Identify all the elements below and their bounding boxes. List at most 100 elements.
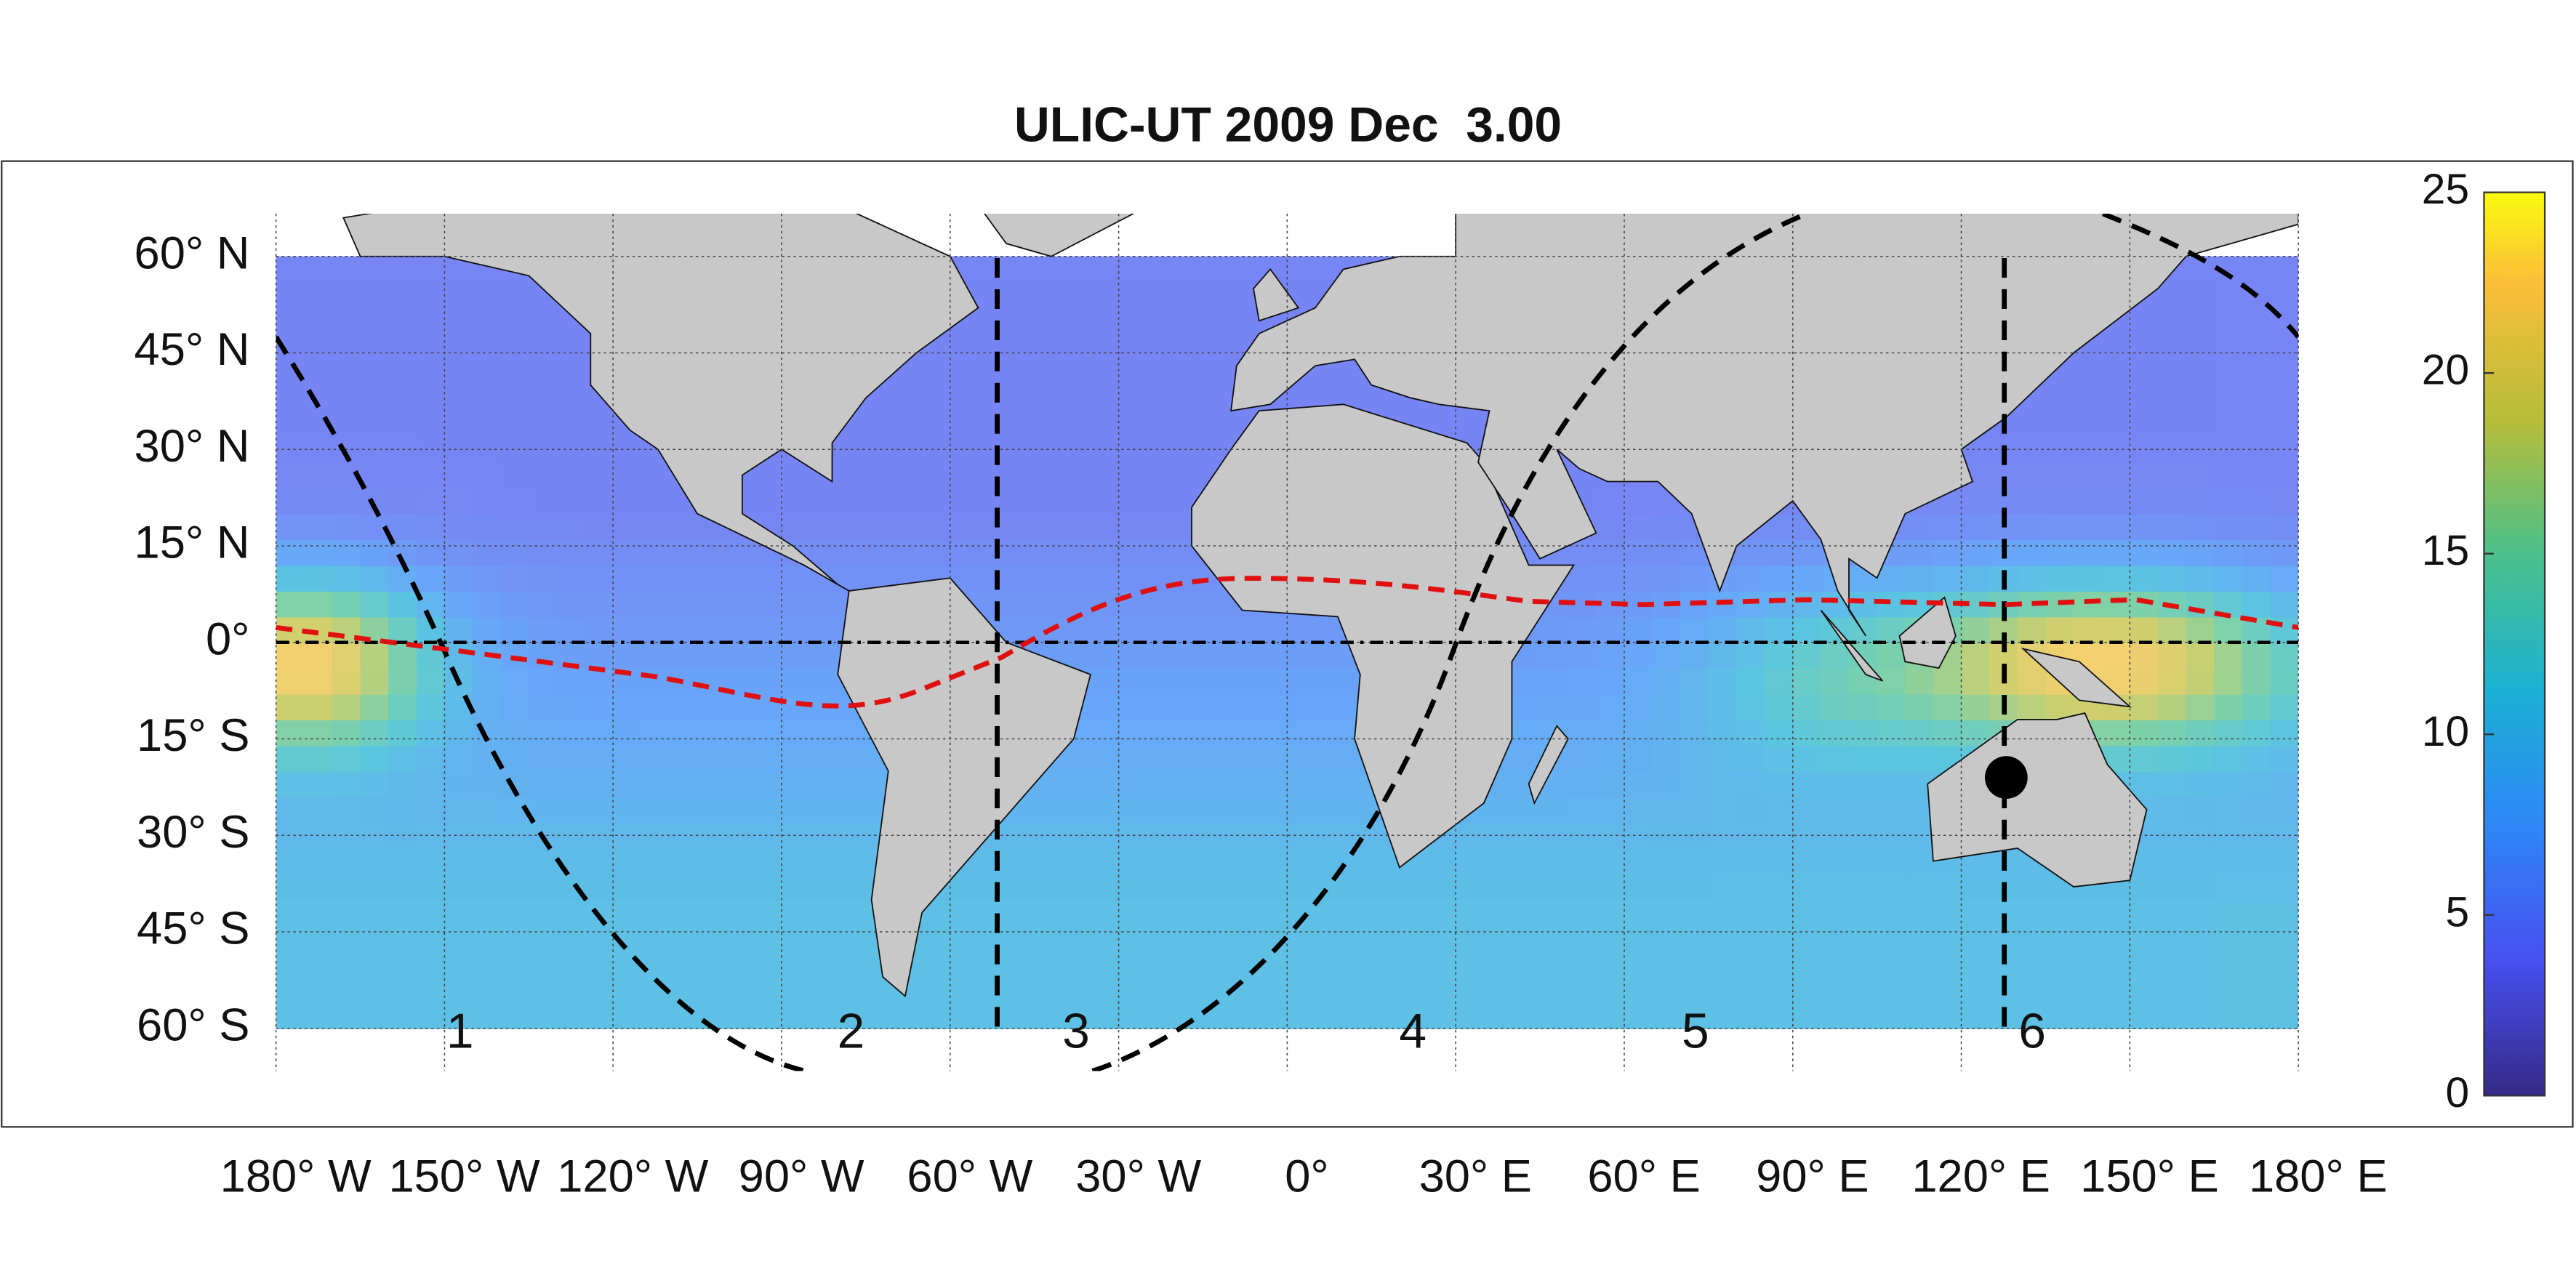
ocean-cell [2130, 1002, 2159, 1029]
ocean-cell [1652, 642, 1682, 669]
ocean-cell [1456, 411, 1485, 438]
ocean-cell [978, 462, 1008, 489]
ocean-cell [2101, 899, 2131, 927]
ocean-cell [529, 976, 558, 1004]
landmass [1230, 213, 2299, 637]
ocean-cell [1905, 976, 1935, 1004]
ocean-cell [473, 282, 502, 309]
ocean-cell [2214, 333, 2244, 361]
ocean-cell [1006, 925, 1035, 952]
ocean-cell [276, 539, 305, 566]
ocean-cell [1933, 668, 1962, 695]
ocean-cell [697, 925, 726, 952]
ocean-cell [922, 925, 951, 952]
ocean-cell [500, 333, 530, 361]
ocean-cell [1596, 565, 1626, 592]
ocean-cell [1174, 976, 1204, 1004]
ocean-cell [388, 513, 417, 541]
ocean-cell [1343, 848, 1373, 875]
ocean-cell [1933, 899, 1962, 927]
ocean-cell [332, 848, 361, 875]
ocean-cell [1118, 462, 1148, 489]
ocean-cell [753, 770, 783, 798]
ocean-cell [1399, 874, 1429, 901]
ocean-cell [1118, 282, 1148, 309]
ocean-cell [473, 1002, 502, 1029]
ocean-cell [809, 488, 839, 515]
ocean-cell [556, 411, 586, 438]
ocean-cell [388, 1002, 417, 1029]
ocean-cell [1203, 616, 1232, 643]
ocean-cell [2186, 668, 2215, 695]
ocean-cell [304, 565, 334, 592]
ocean-cell [669, 642, 699, 669]
ocean-cell [1371, 951, 1401, 978]
ocean-cell [2242, 925, 2271, 952]
ocean-cell [1680, 693, 1709, 721]
ocean-cell [697, 976, 726, 1004]
ocean-cell [1483, 976, 1513, 1004]
ocean-cell [360, 256, 390, 283]
ocean-cell [2214, 488, 2244, 515]
ocean-cell [1147, 976, 1176, 1004]
ocean-cell [2270, 616, 2299, 643]
ocean-cell [2157, 642, 2187, 669]
ocean-cell [2186, 874, 2215, 901]
ocean-cell [641, 693, 670, 721]
ocean-cell [2017, 693, 2047, 721]
ocean-cell [1090, 333, 1120, 361]
colorbar-tick-label: 0 [2445, 1069, 2469, 1116]
ocean-cell [500, 282, 530, 309]
ocean-cell [1596, 874, 1626, 901]
ocean-cell [360, 848, 390, 875]
ocean-cell [1792, 848, 1822, 875]
ocean-cell [1933, 719, 1962, 746]
ocean-cell [1147, 770, 1176, 798]
ocean-cell [2045, 462, 2075, 489]
ocean-cell [1034, 513, 1064, 541]
ocean-cell [1118, 385, 1148, 412]
ocean-cell [1736, 745, 1766, 772]
ocean-cell [1483, 925, 1513, 952]
ocean-cell [922, 488, 951, 515]
ocean-cell [753, 488, 783, 515]
ocean-cell [809, 951, 839, 978]
landmass [984, 213, 1135, 257]
ocean-cell [978, 565, 1008, 592]
ocean-cell [332, 359, 361, 386]
ocean-cell [1174, 797, 1204, 824]
ocean-cell [725, 745, 755, 772]
ocean-cell [1231, 925, 1260, 952]
ocean-cell [1343, 951, 1373, 978]
ocean-cell [1287, 642, 1317, 669]
ocean-cell [1147, 359, 1176, 386]
ocean-cell [1596, 642, 1626, 669]
ocean-cell [304, 462, 334, 489]
ocean-cell [1062, 385, 1092, 412]
ocean-cell [1090, 925, 1120, 952]
ocean-cell [304, 899, 334, 927]
ocean-cell [641, 745, 670, 772]
ocean-cell [922, 359, 951, 386]
ocean-cell [1174, 719, 1204, 746]
ocean-cell [1624, 513, 1653, 541]
ocean-cell [2242, 770, 2271, 798]
ocean-cell [2242, 513, 2271, 541]
ocean-cell [697, 642, 726, 669]
ocean-cell [1680, 565, 1709, 592]
ocean-cell [585, 1002, 614, 1029]
ocean-cell [2130, 616, 2159, 643]
ocean-cell [1006, 590, 1035, 618]
ocean-cell [585, 770, 614, 798]
ocean-cell [332, 411, 361, 438]
ocean-cell [865, 488, 895, 515]
ocean-cell [809, 642, 839, 669]
lon-tick-label: 120° W [557, 1151, 708, 1202]
ocean-cell [1596, 745, 1626, 772]
ocean-cell [1174, 359, 1204, 386]
ocean-cell [1792, 668, 1822, 695]
ocean-cell [473, 951, 502, 978]
ocean-cell [1456, 925, 1485, 952]
ocean-cell [360, 411, 390, 438]
lon-tick-label: 120° E [1911, 1151, 2050, 1202]
